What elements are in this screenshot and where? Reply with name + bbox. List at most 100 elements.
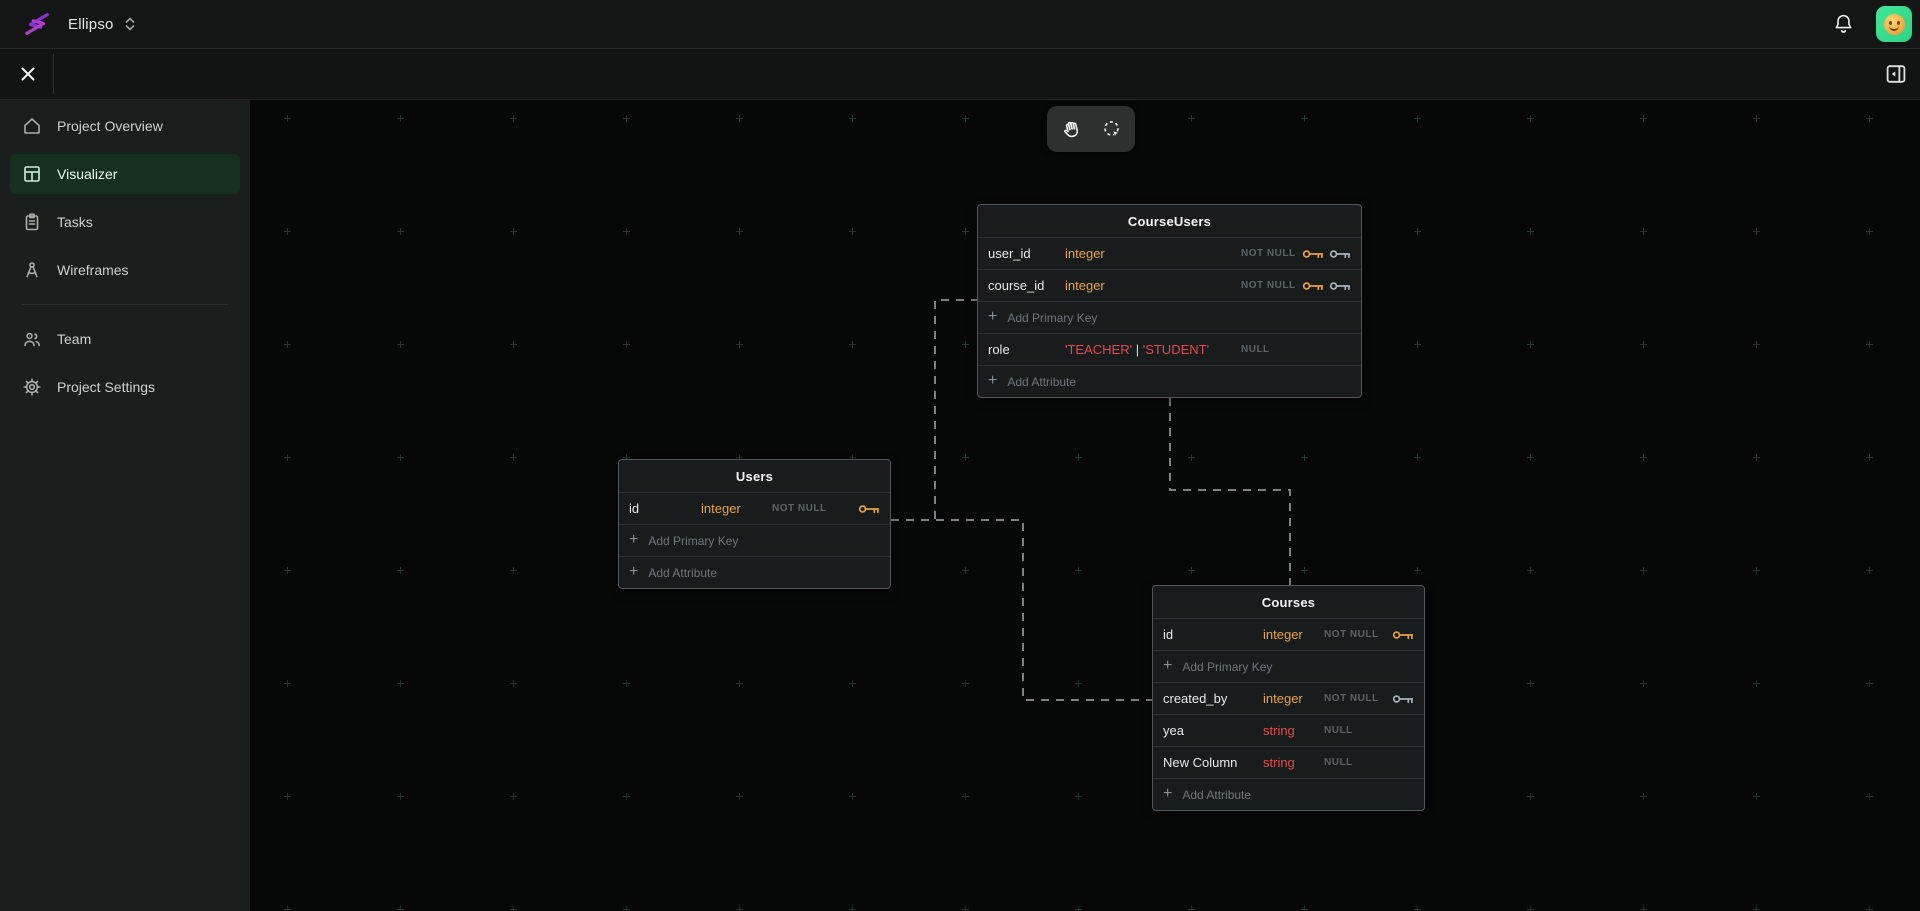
- clipboard-icon: [22, 212, 42, 232]
- key-icons: [1302, 280, 1351, 292]
- marquee-select-tool-icon[interactable]: [1094, 112, 1128, 146]
- attribute-row-yea[interactable]: yea string NULL: [1153, 714, 1424, 746]
- attribute-row-new-column[interactable]: New Column string NULL: [1153, 746, 1424, 778]
- user-avatar[interactable]: [1876, 6, 1912, 42]
- drafting-compass-icon: [22, 260, 42, 280]
- attribute-row-user_id[interactable]: user_id integer NOT NULL: [978, 237, 1361, 269]
- people-icon: [22, 329, 42, 349]
- toolbar-divider: [53, 54, 54, 94]
- add-attribute-button[interactable]: + Add Attribute: [1153, 778, 1424, 810]
- sidebar-item-label: Project Settings: [57, 379, 156, 395]
- notification-bell-icon[interactable]: [1833, 13, 1854, 35]
- key-icons: [858, 503, 880, 515]
- attribute-type: string: [1263, 723, 1295, 738]
- pan-hand-tool-icon[interactable]: [1054, 112, 1088, 146]
- sidebar-item-visualizer[interactable]: Visualizer: [10, 154, 240, 194]
- attribute-name: course_id: [988, 278, 1045, 293]
- attribute-row-id[interactable]: id integer NOT NULL: [619, 492, 890, 524]
- entity-table-Courses[interactable]: Courses id integer NOT NULL + Add Primary Key…: [1152, 585, 1425, 811]
- plus-icon: +: [1163, 784, 1173, 802]
- attribute-name: id: [1163, 627, 1174, 642]
- sidebar-item-tasks[interactable]: Tasks: [10, 202, 240, 242]
- primary-key-icon[interactable]: [1392, 629, 1414, 641]
- action-label: Add Primary Key: [1007, 310, 1098, 325]
- canvas-toolbar: [1047, 106, 1135, 152]
- add-attribute-button[interactable]: + Add Attribute: [978, 365, 1361, 397]
- plus-icon: +: [988, 371, 998, 389]
- attribute-name: id: [629, 501, 640, 516]
- add-primary-key-button[interactable]: + Add Primary Key: [978, 301, 1361, 333]
- action-label: Add Attribute: [1007, 374, 1077, 389]
- sidebar-item-project-settings[interactable]: Project Settings: [10, 367, 240, 407]
- nullability-badge: NULL: [1324, 725, 1353, 736]
- gear-icon: [22, 377, 42, 397]
- attribute-row-course_id[interactable]: course_id integer NOT NULL: [978, 269, 1361, 301]
- sidebar-item-label: Tasks: [57, 214, 93, 230]
- sidebar-item-wireframes[interactable]: Wireframes: [10, 250, 240, 290]
- attribute-type: string: [1263, 755, 1295, 770]
- foreign-key-icon[interactable]: [1329, 248, 1351, 260]
- attribute-type: integer: [1065, 246, 1105, 261]
- nullability-badge: NULL: [1324, 757, 1353, 768]
- sidebar-item-label: Wireframes: [57, 262, 129, 278]
- top-bar: Ellipso: [0, 0, 1920, 49]
- sidebar-item-project-overview[interactable]: Project Overview: [10, 106, 240, 146]
- entity-table-title[interactable]: CourseUsers: [1127, 213, 1212, 229]
- nullability-badge: NOT NULL: [772, 503, 827, 514]
- entity-table-title[interactable]: Courses: [1261, 594, 1316, 610]
- entity-table-CourseUsers[interactable]: CourseUsers user_id integer NOT NULL course_…: [977, 204, 1362, 398]
- attribute-name: yea: [1163, 723, 1184, 738]
- attribute-row-id[interactable]: id integer NOT NULL: [1153, 618, 1424, 650]
- key-icons: [1392, 629, 1414, 641]
- key-icons: [1302, 248, 1351, 260]
- plus-icon: +: [629, 562, 639, 580]
- nullability-badge: NULL: [1241, 344, 1270, 355]
- project-name: Ellipso: [68, 15, 114, 33]
- entity-table-title[interactable]: Users: [735, 468, 774, 484]
- attribute-name: user_id: [988, 246, 1031, 261]
- attribute-type: 'TEACHER' | 'STUDENT': [1065, 342, 1210, 357]
- relationship-edge[interactable]: [891, 299, 977, 521]
- sidebar: Project Overview Visualizer Tasks Wirefr…: [0, 100, 250, 911]
- collapse-panel-icon[interactable]: [1884, 62, 1908, 86]
- nullability-badge: NOT NULL: [1241, 280, 1296, 291]
- sidebar-item-label: Team: [57, 331, 92, 347]
- attribute-row-role[interactable]: role 'TEACHER' | 'STUDENT' NULL: [978, 333, 1361, 365]
- add-attribute-button[interactable]: + Add Attribute: [619, 556, 890, 588]
- attribute-name: created_by: [1163, 691, 1228, 706]
- action-label: Add Primary Key: [648, 533, 739, 548]
- entity-table-Users[interactable]: Users id integer NOT NULL + Add Primary Key + A…: [618, 459, 891, 589]
- sidebar-divider: [22, 304, 228, 305]
- attribute-row-created_by[interactable]: created_by integer NOT NULL: [1153, 682, 1424, 714]
- attribute-type: integer: [1263, 627, 1303, 642]
- home-icon: [22, 116, 42, 136]
- nullability-badge: NOT NULL: [1324, 693, 1379, 704]
- action-label: Add Primary Key: [1182, 659, 1273, 674]
- attribute-type: integer: [1263, 691, 1303, 706]
- smiley-face-icon: [1883, 13, 1905, 35]
- table-grid-icon: [22, 164, 42, 184]
- relationship-edge[interactable]: [891, 519, 1152, 701]
- action-label: Add Attribute: [648, 565, 718, 580]
- diagram-canvas[interactable]: CourseUsers user_id integer NOT NULL course_…: [250, 100, 1920, 911]
- app-logo-icon[interactable]: [22, 9, 52, 39]
- add-primary-key-button[interactable]: + Add Primary Key: [1153, 650, 1424, 682]
- close-icon[interactable]: [8, 54, 48, 94]
- add-primary-key-button[interactable]: + Add Primary Key: [619, 524, 890, 556]
- foreign-key-icon[interactable]: [1392, 693, 1414, 705]
- sidebar-item-team[interactable]: Team: [10, 319, 240, 359]
- relationship-edges: [891, 299, 1291, 701]
- project-switcher-chevrons-icon[interactable]: [122, 15, 138, 33]
- primary-key-icon[interactable]: [1302, 280, 1324, 292]
- plus-icon: +: [629, 530, 639, 548]
- sidebar-item-label: Project Overview: [57, 118, 163, 134]
- foreign-key-icon[interactable]: [1329, 280, 1351, 292]
- primary-key-icon[interactable]: [1302, 248, 1324, 260]
- primary-key-icon[interactable]: [858, 503, 880, 515]
- editor-toolbar: [0, 49, 1920, 100]
- attribute-name: New Column: [1163, 755, 1238, 770]
- action-label: Add Attribute: [1182, 787, 1252, 802]
- plus-icon: +: [988, 307, 998, 325]
- attribute-name: role: [988, 342, 1010, 357]
- relationship-edge[interactable]: [1169, 398, 1291, 585]
